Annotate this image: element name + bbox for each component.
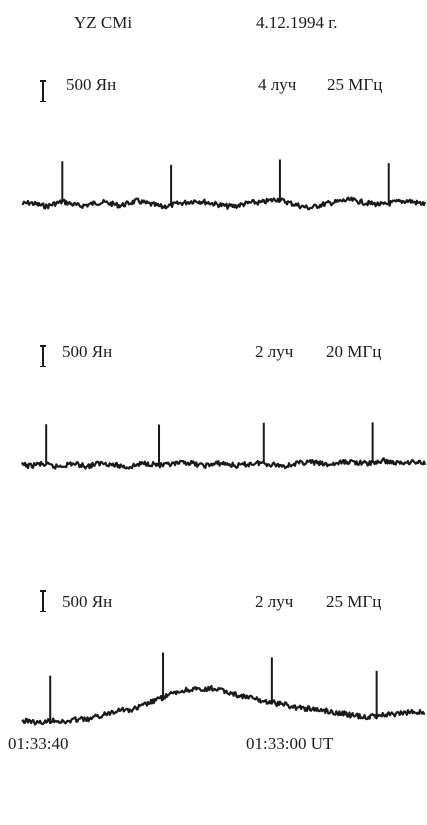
scale-bar-icon (40, 345, 46, 367)
beam-label: 4 луч (258, 75, 297, 94)
source-title: YZ CMi (74, 13, 133, 32)
signal-trace (20, 457, 427, 470)
scale-label: 500 Ян (66, 75, 117, 94)
trace-chart (20, 422, 427, 470)
observation-date: 4.12.1994 г. (256, 13, 338, 32)
panel-1: 500 Ян 4 луч 25 МГц (0, 70, 427, 310)
signal-trace (21, 196, 427, 211)
frequency-label: 20 МГц (326, 342, 382, 361)
scale-bar-icon (40, 590, 46, 612)
beam-label: 2 луч (255, 592, 294, 611)
frequency-label: 25 МГц (326, 592, 382, 611)
trace-chart (21, 652, 426, 726)
beam-label: 2 луч (255, 342, 294, 361)
scale-label: 500 Ян (62, 592, 113, 611)
frequency-label: 25 МГц (327, 75, 383, 94)
panel-2: 500 Ян 2 луч 20 МГц (0, 335, 427, 575)
time-label-start: 01:33:40 (8, 734, 69, 753)
panel-3: 500 Ян 2 луч 25 МГц (0, 585, 427, 825)
time-label-end: 01:33:00 UT (246, 734, 334, 753)
signal-trace (21, 685, 426, 726)
scale-bar-icon (40, 80, 46, 102)
scale-label: 500 Ян (62, 342, 113, 361)
trace-chart (21, 159, 427, 211)
